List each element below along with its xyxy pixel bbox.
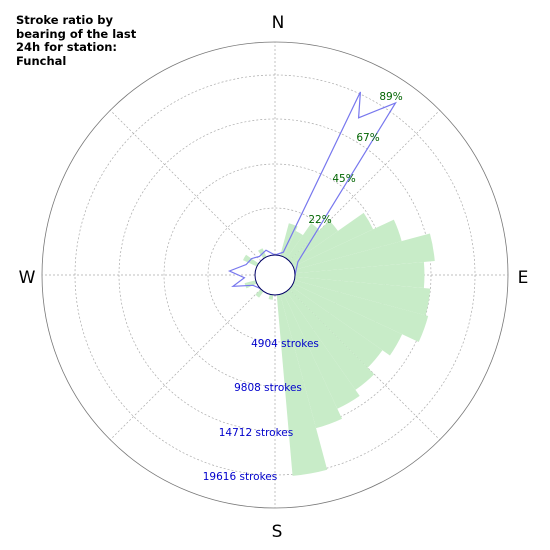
stroke-bar-190 (268, 294, 274, 300)
stroke-bar-60 (291, 212, 374, 267)
stroke-bar-90 (294, 261, 425, 289)
stroke-bar-40 (286, 223, 320, 261)
grid-spoke-315 (109, 109, 262, 262)
ratio-ring-label-89: 89% (379, 91, 402, 103)
stroke-bar-110 (293, 280, 429, 343)
compass-label-e: E (518, 268, 529, 288)
stroke-ring-label-14712: 14712 strokes (219, 427, 293, 439)
compass-label-w: W (19, 268, 36, 288)
stroke-bar-160 (280, 293, 343, 429)
stroke-bar-250 (244, 280, 257, 289)
stroke-bar-70 (293, 219, 402, 270)
chart-title: Stroke ratio by bearing of the last 24h … (16, 13, 137, 68)
stroke-bar-170 (276, 294, 328, 476)
compass-label-s: S (272, 522, 283, 542)
stroke-bar-120 (291, 283, 403, 356)
stroke-bar-80 (294, 233, 435, 274)
ratio-ring-label-22: 22% (308, 214, 331, 226)
grid-spoke-45 (288, 109, 441, 262)
ratio-ring-label-45: 45% (332, 173, 355, 185)
ratio-line (227, 91, 397, 296)
compass-label-n: N (272, 13, 285, 33)
ratio-ring-label-67: 67% (356, 132, 379, 144)
stroke-bar-30 (283, 230, 303, 259)
stroke-bar-150 (283, 291, 360, 409)
stroke-bars (242, 212, 435, 476)
stroke-bar-130 (289, 286, 383, 368)
center-hole (254, 254, 296, 296)
polar-grid (41, 41, 509, 509)
grid-spoke-135 (288, 288, 441, 441)
stroke-bar-220 (255, 289, 264, 298)
grid-spoke-225 (109, 288, 262, 441)
stroke-bar-140 (286, 289, 375, 390)
chart-labels: N E S W 22% 45% 67% 89% 4904 strokes 980… (19, 13, 529, 542)
stroke-ring-label-19616: 19616 strokes (203, 471, 277, 483)
stroke-bar-300 (242, 254, 259, 267)
stroke-ring-label-4904: 4904 strokes (251, 338, 319, 350)
stroke-ring-label-9808: 9808 strokes (234, 382, 302, 394)
stroke-bar-50 (289, 220, 338, 264)
stroke-bar-100 (294, 276, 431, 316)
